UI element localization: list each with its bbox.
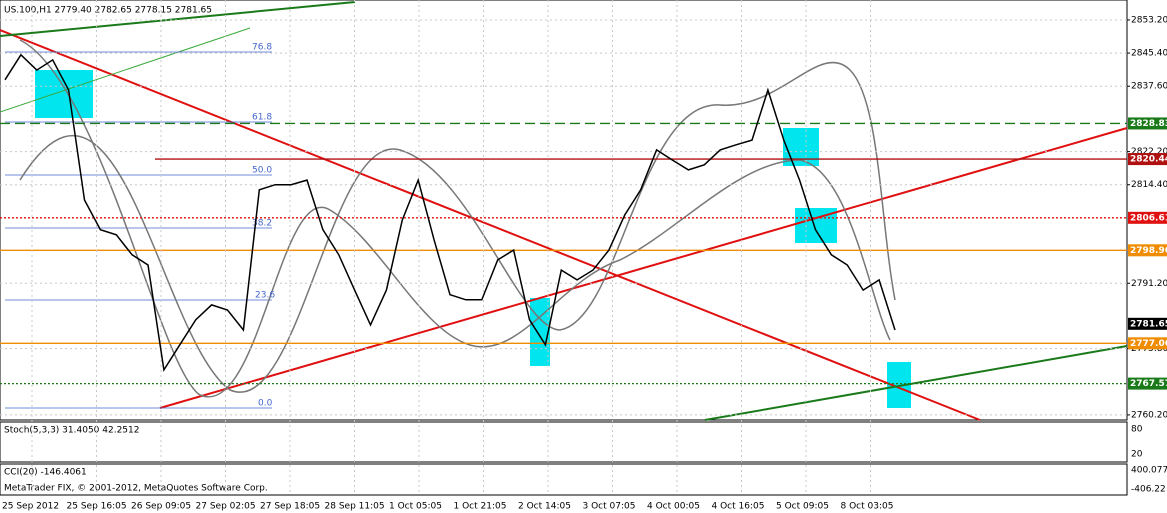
x-tick-label: 4 Oct 00:05 bbox=[647, 502, 700, 512]
y-tick-label: 2822.20 bbox=[1131, 147, 1167, 157]
fib-label: 0.0 bbox=[258, 399, 273, 409]
stoch-label: Stoch(5,3,3) 31.4050 42.2512 bbox=[4, 426, 139, 436]
level-label: 2781.65 bbox=[1130, 319, 1167, 329]
y-tick-label: 2837.60 bbox=[1131, 82, 1167, 92]
cci-tick: -406.22 bbox=[1131, 485, 1166, 495]
cci-label: CCI(20) -146.4061 bbox=[4, 468, 87, 478]
x-tick-label: 8 Oct 03:05 bbox=[841, 502, 894, 512]
x-tick-label: 2 Oct 14:05 bbox=[518, 502, 571, 512]
stoch-tick: 80 bbox=[1131, 425, 1143, 435]
chart-title: US.100,H1 2779.40 2782.65 2778.15 2781.6… bbox=[4, 6, 212, 16]
level-label: 2820.44 bbox=[1130, 155, 1167, 165]
level-label: 2777.06 bbox=[1130, 339, 1167, 349]
trend-line bbox=[159, 127, 1128, 409]
x-tick-label: 25 Sep 16:05 bbox=[67, 502, 127, 512]
band-upper bbox=[19, 62, 896, 393]
price-line bbox=[4, 53, 896, 372]
fib-label: 61.8 bbox=[252, 113, 272, 123]
band-lower bbox=[19, 39, 891, 398]
x-tick-label: 4 Oct 16:05 bbox=[712, 502, 765, 512]
x-tick-label: 1 Oct 21:05 bbox=[454, 502, 507, 512]
cci-panel bbox=[0, 463, 1128, 496]
main-panel bbox=[0, 0, 1128, 421]
level-box bbox=[1128, 153, 1167, 166]
fib-label: 23.6 bbox=[255, 291, 275, 301]
trend-line bbox=[0, 1, 356, 37]
level-box bbox=[1128, 377, 1167, 390]
level-label: 2798.96 bbox=[1130, 246, 1167, 256]
fib-lines bbox=[5, 51, 272, 409]
y-tick-label: 2814.40 bbox=[1131, 180, 1167, 190]
fib-label: 76.8 bbox=[252, 43, 272, 53]
x-tick-label: 28 Sep 11:05 bbox=[325, 502, 385, 512]
fib-label: 38.2 bbox=[252, 219, 272, 229]
level-label: 2767.57 bbox=[1130, 379, 1167, 389]
x-tick-label: 27 Sep 02:05 bbox=[196, 502, 256, 512]
fib-label: 50.0 bbox=[252, 166, 272, 176]
stoch-tick: 20 bbox=[1131, 450, 1143, 460]
trend-line bbox=[0, 27, 251, 113]
y-tick-label: 2760.20 bbox=[1131, 410, 1167, 420]
level-box bbox=[1128, 317, 1167, 330]
level-label: 2806.61 bbox=[1130, 213, 1167, 223]
x-tick-label: 3 Oct 07:05 bbox=[583, 502, 636, 512]
level-label: 2828.83 bbox=[1130, 119, 1167, 129]
level-box bbox=[1128, 211, 1167, 224]
cci-tick: 400.077 bbox=[1131, 466, 1167, 476]
y-tick-label: 2791.20 bbox=[1131, 279, 1167, 289]
level-box bbox=[1128, 337, 1167, 350]
x-tick-label: 1 Oct 05:05 bbox=[389, 502, 442, 512]
y-tick-label: 2853.20 bbox=[1131, 15, 1167, 25]
zone bbox=[35, 70, 93, 118]
x-tick-label: 25 Sep 2012 bbox=[2, 502, 59, 512]
stoch-panel bbox=[0, 421, 1128, 463]
decorations bbox=[0, 1, 1128, 421]
zone bbox=[530, 298, 550, 366]
x-tick-label: 26 Sep 09:05 bbox=[131, 502, 191, 512]
y-tick-label: 2845.40 bbox=[1131, 49, 1167, 59]
x-tick-label: 27 Sep 18:05 bbox=[260, 502, 320, 512]
level-box bbox=[1128, 117, 1167, 130]
level-box bbox=[1128, 244, 1167, 257]
x-tick-label: 5 Oct 09:05 bbox=[776, 502, 829, 512]
footer: MetaTrader FIX, © 2001-2012, MetaQuotes … bbox=[4, 484, 268, 494]
trend-line bbox=[0, 29, 981, 421]
